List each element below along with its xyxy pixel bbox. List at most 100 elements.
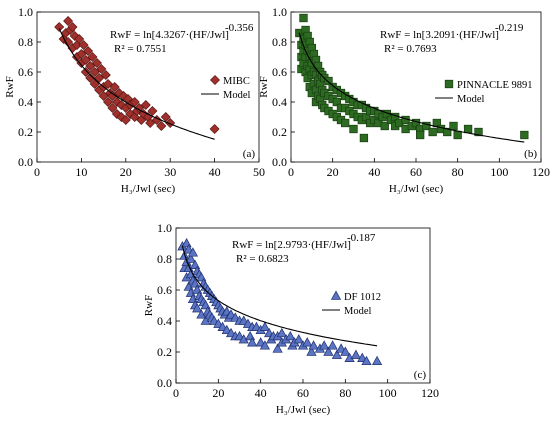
y-tick-label: 0.6 xyxy=(157,283,172,297)
r-squared-text: R² = 0.7551 xyxy=(114,43,167,55)
data-point xyxy=(107,103,118,113)
x-tick-label: 20 xyxy=(212,386,224,400)
data-point xyxy=(98,91,109,101)
x-tick-label: 20 xyxy=(120,165,132,179)
x-axis-label: H₃/Jwl (sec) xyxy=(389,183,444,195)
data-point xyxy=(187,247,199,257)
y-tick-label: 0.2 xyxy=(18,125,33,139)
data-point xyxy=(422,121,431,131)
legend-marker xyxy=(444,79,454,89)
legend-line-label: Model xyxy=(344,306,371,317)
data-point xyxy=(474,127,483,137)
legend-marker-label: PINNACLE 9891 xyxy=(457,80,533,91)
data-point xyxy=(449,121,458,131)
data-point xyxy=(349,124,358,134)
y-tick-label: 0.8 xyxy=(272,35,287,49)
y-tick-label: 0.0 xyxy=(157,376,172,390)
data-point xyxy=(156,121,167,131)
data-point xyxy=(361,355,372,366)
x-tick-label: 20 xyxy=(327,165,339,179)
data-point xyxy=(129,97,140,107)
x-tick-label: 120 xyxy=(421,386,439,400)
y-tick-label: 0.4 xyxy=(157,314,172,328)
data-point xyxy=(192,303,203,313)
y-tick-label: 0.8 xyxy=(18,35,33,49)
panel-a: 0.0 0.2 0.4 0.6 0.8 1.0 0 10 20 30 40 50 RwF H₃/Jwl (… xyxy=(4,5,265,195)
data-point xyxy=(359,133,369,143)
legend-marker xyxy=(210,75,220,85)
legend-line-label: Model xyxy=(457,94,484,105)
equation-exponent: -0.219 xyxy=(495,22,524,34)
series-points xyxy=(295,13,529,143)
data-point xyxy=(74,34,85,44)
data-point xyxy=(147,106,158,116)
y-tick-label: 1.0 xyxy=(157,221,172,235)
data-point xyxy=(85,73,96,83)
equation-exponent: -0.356 xyxy=(225,22,254,34)
x-tick-label: 100 xyxy=(490,165,508,179)
data-point xyxy=(341,118,350,128)
y-tick-label: 0.4 xyxy=(18,95,33,109)
data-point xyxy=(308,340,319,350)
y-tick-label: 0.6 xyxy=(272,65,287,79)
y-tick-label: 0.2 xyxy=(272,125,287,139)
data-point xyxy=(85,61,96,71)
series-points xyxy=(54,16,220,134)
data-point xyxy=(185,253,196,263)
data-point xyxy=(350,349,362,359)
r-squared-text: R² = 0.7693 xyxy=(384,43,437,55)
panel-b: 0.0 0.2 0.4 0.6 0.8 1.0 0 20 40 60 80 100 120 RwF H₃/J… xyxy=(258,5,550,195)
r-squared-text: R² = 0.6823 xyxy=(236,253,289,265)
x-tick-label: 40 xyxy=(368,165,380,179)
y-tick-label: 1.0 xyxy=(272,5,287,19)
x-tick-label: 60 xyxy=(297,386,309,400)
y-tick-label: 1.0 xyxy=(18,5,33,19)
data-point xyxy=(87,52,98,62)
x-tick-label: 0 xyxy=(34,165,40,179)
data-point xyxy=(80,55,91,65)
data-point xyxy=(361,112,371,122)
panel-label: (b) xyxy=(524,148,537,160)
data-point xyxy=(453,130,462,140)
data-point xyxy=(428,127,437,137)
x-tick-label: 60 xyxy=(410,165,422,179)
x-tick-label: 80 xyxy=(452,165,464,179)
data-point xyxy=(96,64,107,74)
data-point xyxy=(259,340,270,350)
data-point xyxy=(332,97,341,107)
x-tick-label: 50 xyxy=(253,165,265,179)
y-axis-label: RwF xyxy=(4,76,16,97)
plot-frame xyxy=(36,11,260,163)
data-point xyxy=(302,337,313,347)
equation-exponent: -0.187 xyxy=(347,232,376,244)
x-tick-label: 0 xyxy=(288,165,294,179)
x-tick-label: 10 xyxy=(75,165,87,179)
legend-marker-label: MIBC xyxy=(223,76,250,87)
panel-label: (c) xyxy=(414,369,427,381)
x-tick-label: 30 xyxy=(164,165,176,179)
data-point xyxy=(285,330,296,341)
y-tick-label: 0.6 xyxy=(18,65,33,79)
x-tick-label: 40 xyxy=(255,386,267,400)
data-point xyxy=(120,115,131,125)
data-point xyxy=(463,124,473,134)
data-point xyxy=(209,124,220,134)
x-axis-label: H₃/Jwl (sec) xyxy=(121,183,176,195)
y-tick-label: 0.0 xyxy=(18,155,33,169)
data-point xyxy=(416,130,425,140)
data-point xyxy=(340,346,351,356)
legend-marker-label: DF 1012 xyxy=(344,292,381,303)
x-axis-label: H₃/Jwl (sec) xyxy=(276,404,331,416)
data-point xyxy=(160,112,171,122)
data-point xyxy=(181,237,192,248)
data-point xyxy=(83,46,94,56)
model-curve xyxy=(181,245,378,347)
y-axis-label: RwF xyxy=(258,76,270,97)
data-point xyxy=(134,103,145,113)
equation-text: RwF = ln[2.9793·(HF/Jwl] xyxy=(232,239,351,251)
data-point xyxy=(80,67,91,77)
panel-c: 0.0 0.2 0.4 0.6 0.8 1.0 0 20 40 60 80 100 120 RwF H₃/J… xyxy=(143,221,439,416)
data-point xyxy=(100,70,111,80)
data-point xyxy=(78,40,89,50)
